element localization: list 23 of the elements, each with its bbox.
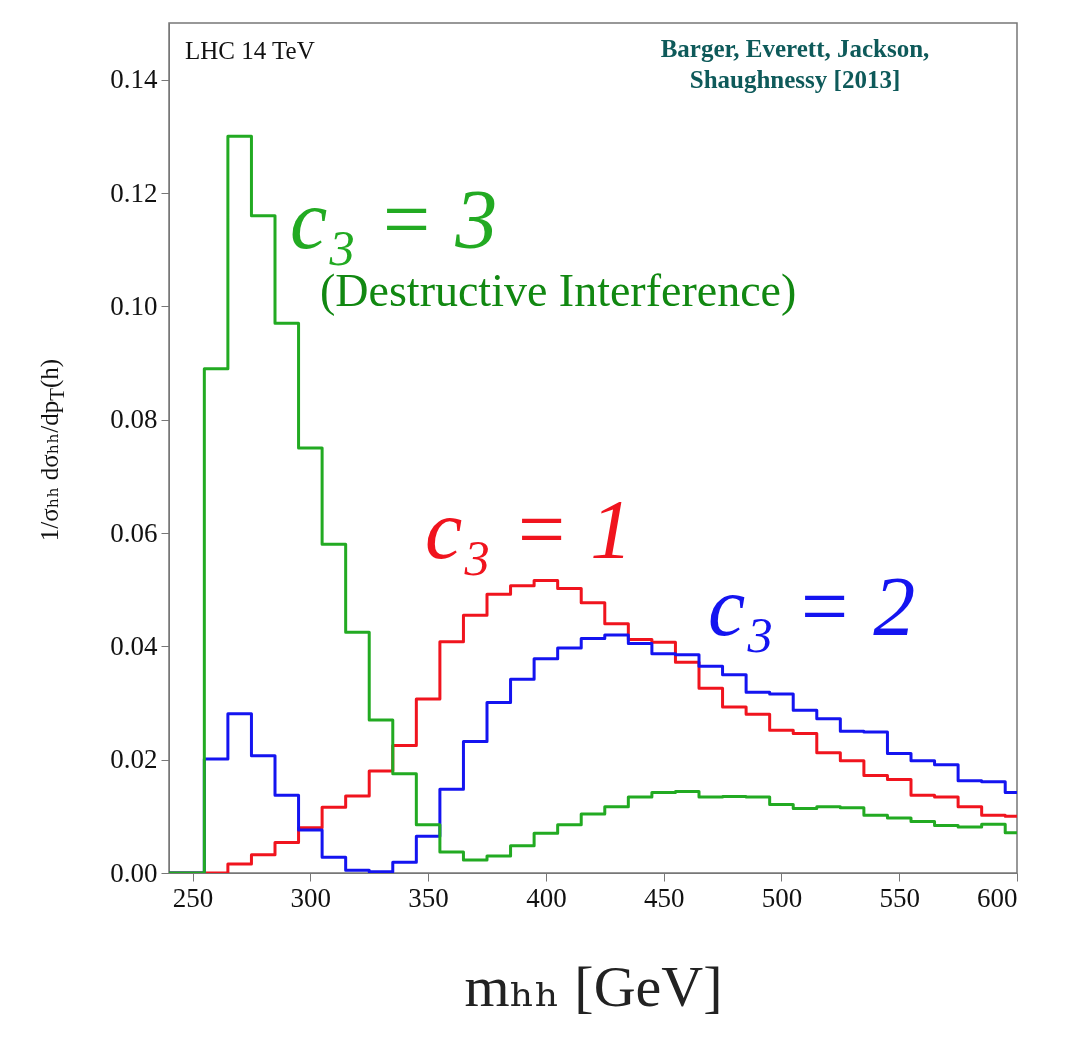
- y-tick-label: 0.10: [110, 290, 158, 321]
- x-tick-label: 450: [643, 882, 685, 913]
- y-tick-label: 0.06: [110, 517, 158, 548]
- series-label: c₃ = 1: [425, 483, 633, 576]
- y-tick-label: 0.14: [110, 64, 158, 95]
- x-tick-label: 600: [977, 882, 1018, 913]
- annotation: Barger, Everett, Jackson, Shaughnessy [2013]: [659, 34, 931, 96]
- y-tick-label: 0.00: [110, 857, 158, 888]
- series-label: c₃ = 2: [708, 560, 916, 653]
- x-tick-label: 250: [172, 882, 214, 913]
- x-tick-label: 350: [408, 882, 449, 913]
- y-tick-label: 0.08: [110, 404, 158, 435]
- y-tick-label: 0.04: [110, 630, 158, 661]
- x-tick-label: 550: [879, 882, 920, 913]
- annotation: (Destructive Interference): [320, 265, 797, 316]
- y-tick-label: 0.12: [110, 177, 158, 208]
- y-tick-label: 0.02: [110, 744, 158, 775]
- x-tick-label: 300: [290, 882, 332, 913]
- x-axis-title: mₕₕ [GeV]: [464, 953, 723, 1019]
- x-tick-label: 400: [526, 882, 567, 913]
- series-label: c₃ = 3: [290, 173, 498, 266]
- annotation: LHC 14 TeV: [185, 37, 315, 64]
- x-tick-label: 500: [761, 882, 803, 913]
